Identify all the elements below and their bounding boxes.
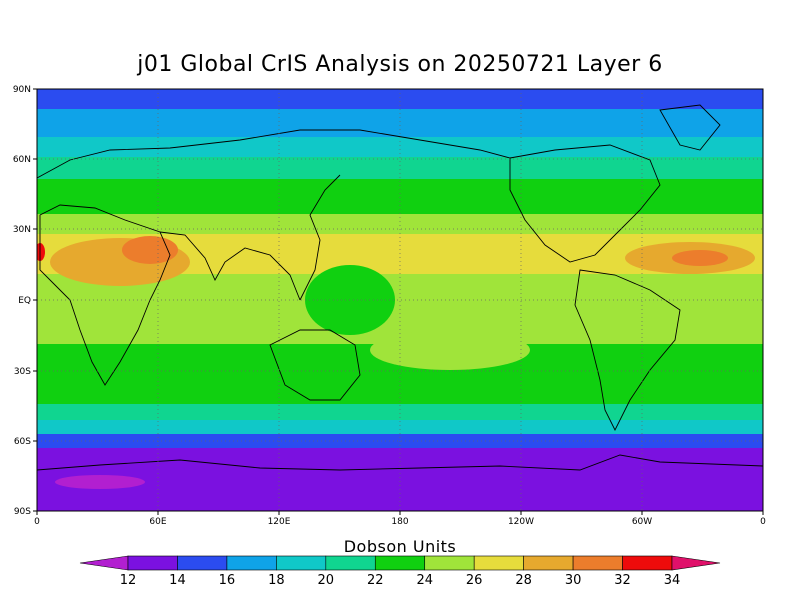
colorbar-segment [523, 555, 574, 571]
band-polar-north [37, 89, 763, 109]
lon-axis: 0 60E 120E 180 120W 60W 0 [34, 511, 766, 527]
lon-tick-label: 120E [268, 517, 291, 527]
band-south-mid [37, 404, 763, 420]
patch-antarctic-min [55, 475, 145, 489]
colorbar-tick-label: 32 [614, 573, 631, 588]
patch-west-africa-max [37, 243, 45, 261]
lon-tick-label: 60E [149, 517, 166, 527]
ozone-field-map [37, 89, 763, 511]
lon-tick-label: 120W [508, 517, 534, 527]
colorbar-segment [276, 555, 327, 571]
colorbar-segment [622, 555, 673, 571]
lat-tick-label: 60S [14, 437, 31, 447]
colorbar-segment [572, 555, 623, 571]
lat-tick-label: 30S [14, 367, 31, 377]
colorbar-segment [127, 555, 178, 571]
colorbar-segment [374, 555, 426, 571]
grid-lines [37, 89, 763, 511]
colorbar-tick-label: 28 [515, 573, 532, 588]
coastlines [37, 104, 763, 471]
colorbar-tick-label: 30 [565, 573, 582, 588]
colorbar-low-arrow [79, 555, 129, 571]
lon-tick-label: 180 [391, 517, 408, 527]
band-north-mid [37, 157, 763, 179]
patch-east-pacific-yellow [370, 330, 530, 370]
map-title: j01 Global CrIS Analysis on 20250721 Lay… [137, 52, 663, 77]
lat-tick-label: 60N [13, 155, 31, 165]
colorbar-segment [424, 555, 475, 571]
lat-tick-label: 30N [13, 225, 31, 235]
colorbar-tick-label: 34 [664, 573, 681, 588]
colorbar-tick-label: 26 [466, 573, 483, 588]
band-north-midlat [37, 179, 763, 214]
colorbar-segment [325, 555, 376, 571]
colorbar-tick-label: 22 [367, 573, 384, 588]
colorbar-tick-label: 14 [169, 573, 186, 588]
colorbar-tick-label: 16 [219, 573, 236, 588]
lon-tick-label: 60W [632, 517, 652, 527]
band-south-high [37, 420, 763, 434]
lon-tick-label: 0 [34, 517, 40, 527]
colorbar-high-arrow [671, 555, 721, 571]
colorbar-tick-label: 20 [318, 573, 335, 588]
lat-tick-label: 90S [14, 507, 31, 517]
patch-atlantic-core [672, 250, 728, 266]
lat-tick-label: EQ [18, 296, 31, 306]
colorbar-segment [177, 555, 228, 571]
lat-tick-label: 90N [13, 85, 31, 95]
colorbar-title: Dobson Units [343, 537, 457, 556]
lat-axis: 90N 60N 30N EQ 30S 60S 90S [13, 85, 37, 517]
colorbar-segment [473, 555, 524, 571]
colorbar-segment [226, 555, 277, 571]
lon-tick-label: 0 [760, 517, 766, 527]
colorbar: 12 14 16 18 20 22 24 26 28 30 32 34 [79, 555, 721, 588]
colorbar-tick-label: 24 [416, 573, 433, 588]
colorbar-tick-label: 18 [268, 573, 285, 588]
colorbar-tick-label: 12 [120, 573, 137, 588]
patch-arabia-high [122, 236, 178, 264]
band-north-sub-arctic [37, 137, 763, 157]
